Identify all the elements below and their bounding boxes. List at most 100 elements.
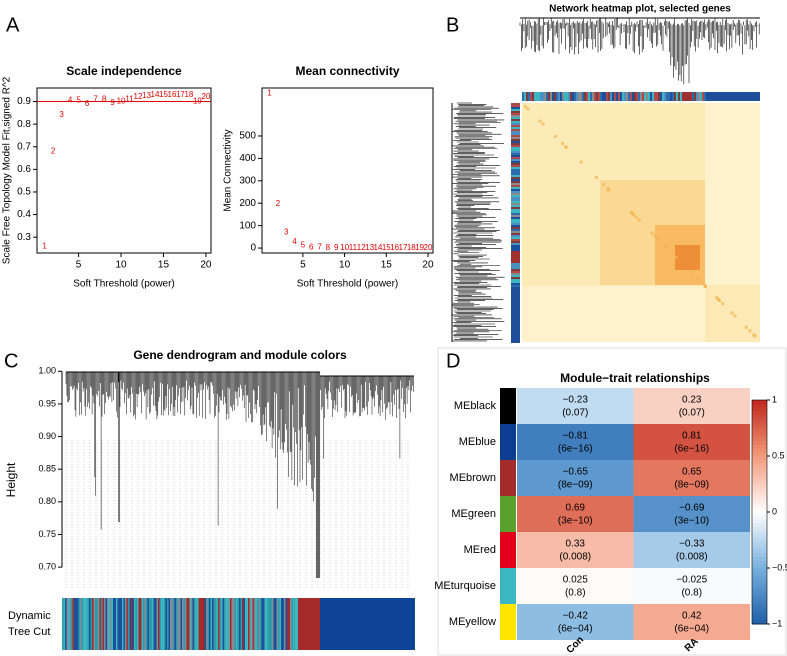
colorbar-slice bbox=[752, 493, 767, 498]
module-stripe bbox=[98, 598, 100, 650]
module-stripe bbox=[195, 598, 197, 650]
plot-frame bbox=[261, 87, 434, 254]
cell bbox=[517, 532, 634, 568]
heatmap-speck bbox=[553, 134, 557, 138]
cell bbox=[517, 568, 634, 604]
module-stripe bbox=[670, 92, 672, 101]
module-stripe bbox=[708, 92, 710, 101]
module-stripe bbox=[134, 598, 136, 650]
module-stripe bbox=[624, 92, 626, 101]
module-stripe bbox=[224, 598, 226, 650]
panel-label: B bbox=[446, 14, 459, 36]
colorbar-slice bbox=[752, 560, 767, 565]
module-stripe bbox=[141, 598, 143, 650]
point-label: 19 bbox=[415, 243, 424, 252]
module-stripe bbox=[511, 143, 520, 145]
module-stripe bbox=[237, 598, 239, 650]
module-stripe bbox=[716, 92, 718, 101]
module-stripe bbox=[612, 92, 614, 101]
module-stripe bbox=[511, 163, 520, 165]
row-swatch bbox=[500, 532, 516, 568]
module-stripe bbox=[281, 598, 283, 650]
x-tick-label: 15 bbox=[158, 260, 170, 271]
module-stripe bbox=[290, 598, 292, 650]
module-stripe bbox=[189, 598, 191, 650]
y-axis-label: Height bbox=[4, 462, 18, 497]
module-stripe bbox=[185, 598, 187, 650]
cell-value: 0.025 bbox=[563, 575, 588, 586]
cell-value: −0.65 bbox=[563, 467, 589, 478]
module-stripe bbox=[511, 225, 520, 227]
cell-value: 0.23 bbox=[682, 395, 702, 406]
module-stripe bbox=[272, 598, 274, 650]
module-stripe bbox=[293, 598, 295, 650]
module-stripe bbox=[592, 92, 594, 101]
module-stripe bbox=[511, 233, 520, 235]
module-stripe bbox=[546, 92, 548, 101]
module-stripe bbox=[90, 598, 92, 650]
module-stripe bbox=[702, 92, 704, 101]
module-stripe bbox=[511, 235, 520, 237]
colorbar-slice bbox=[752, 609, 767, 614]
module-stripe bbox=[658, 92, 660, 101]
colorbar-slice bbox=[752, 597, 767, 603]
point-label: 11 bbox=[125, 94, 134, 103]
module-stripe bbox=[192, 598, 194, 650]
y-tick-label: 300 bbox=[239, 175, 256, 186]
module-stripe bbox=[726, 92, 728, 101]
point-label: 12 bbox=[357, 243, 366, 252]
point-label: 19 bbox=[193, 97, 202, 106]
module-stripe bbox=[212, 598, 214, 650]
module-stripe bbox=[72, 598, 74, 650]
module-stripe bbox=[186, 598, 188, 650]
module-stripe bbox=[511, 327, 520, 329]
heatmap-speck bbox=[748, 329, 752, 333]
module-stripe bbox=[511, 199, 520, 201]
module-stripe bbox=[578, 92, 580, 101]
module-stripe bbox=[706, 92, 708, 101]
module-stripe bbox=[168, 598, 170, 650]
module-stripe bbox=[511, 207, 520, 209]
y-tick-label: 0.80 bbox=[38, 496, 56, 506]
module-stripe bbox=[554, 92, 556, 101]
y-tick-label: 500 bbox=[239, 131, 256, 142]
module-stripe bbox=[522, 92, 524, 101]
module-stripe bbox=[267, 598, 269, 650]
module-stripe bbox=[511, 173, 520, 175]
point-label: 11 bbox=[349, 243, 358, 252]
point-label: 8 bbox=[326, 243, 331, 252]
module-stripe bbox=[276, 598, 278, 650]
heatmap-speck bbox=[650, 231, 654, 235]
module-stripe bbox=[275, 598, 277, 650]
module-stripe bbox=[511, 307, 520, 309]
point-label: 1 bbox=[42, 241, 47, 250]
module-stripe bbox=[511, 269, 520, 271]
module-stripe bbox=[511, 309, 520, 311]
row-label: MEturquoise bbox=[434, 580, 496, 592]
point-label: 10 bbox=[340, 243, 349, 252]
module-stripe bbox=[511, 267, 520, 269]
module-stripe bbox=[614, 92, 616, 101]
cell-pvalue: (6e−04) bbox=[558, 624, 593, 635]
module-stripe bbox=[209, 598, 211, 650]
point-label: 20 bbox=[201, 92, 210, 101]
module-stripe bbox=[511, 165, 520, 167]
module-stripe bbox=[511, 127, 520, 129]
module-stripe bbox=[164, 598, 166, 650]
module-stripe bbox=[511, 175, 520, 177]
module-stripe bbox=[511, 151, 520, 153]
heatmap-speck bbox=[653, 234, 657, 238]
module-stripe bbox=[680, 92, 682, 101]
module-stripe bbox=[511, 257, 520, 259]
module-stripe bbox=[568, 92, 570, 101]
module-stripe bbox=[93, 598, 95, 650]
module-stripe bbox=[74, 598, 76, 650]
module-stripe bbox=[564, 92, 566, 101]
module-stripe bbox=[594, 92, 596, 101]
colorbar-slice bbox=[752, 530, 767, 535]
colorbar-tick-label: 1 bbox=[772, 394, 777, 404]
module-stripe bbox=[78, 598, 80, 650]
module-stripe bbox=[251, 598, 253, 650]
colorbar-slice bbox=[752, 515, 767, 520]
module-stripe bbox=[511, 247, 520, 249]
